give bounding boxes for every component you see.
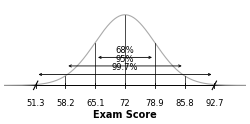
Text: 99.7%: 99.7% — [112, 63, 138, 72]
Text: 68%: 68% — [116, 46, 134, 55]
X-axis label: Exam Score: Exam Score — [93, 110, 157, 120]
Text: 95%: 95% — [116, 55, 134, 64]
